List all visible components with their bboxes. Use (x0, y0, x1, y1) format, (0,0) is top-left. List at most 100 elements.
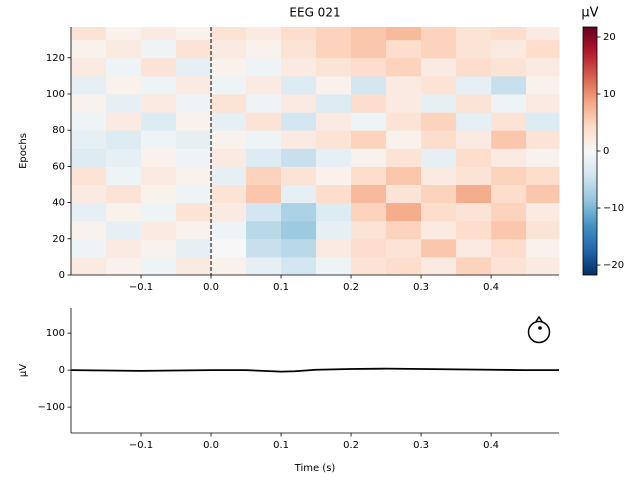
heatmap-cell (211, 57, 247, 77)
heatmap-cell (351, 112, 387, 131)
y-tick-label: 20 (52, 234, 65, 245)
heatmap-cell (106, 112, 142, 131)
heatmap-cell (71, 93, 107, 113)
heatmap-cell (281, 148, 317, 167)
heatmap-cell (106, 220, 142, 240)
heatmap-cell (246, 256, 282, 276)
heatmap-cell (351, 202, 387, 222)
heatmap-cell (281, 57, 317, 77)
heatmap-cell (71, 130, 107, 149)
heatmap-cell (316, 148, 352, 167)
heatmap-cell (386, 39, 422, 59)
x-tick-label: 0.2 (343, 440, 359, 451)
heatmap-cell (526, 57, 560, 77)
y-tick-label: 100 (46, 328, 65, 339)
heatmap-cell (421, 148, 457, 167)
heatmap-cell (106, 39, 142, 59)
heatmap-cell (351, 238, 387, 258)
heatmap-cell (351, 184, 387, 204)
heatmap-cell (246, 75, 282, 95)
heatmap-cell (176, 238, 212, 258)
heatmap-cell (71, 220, 107, 240)
heatmap-cell (386, 166, 422, 185)
heatmap-cell (176, 93, 212, 113)
heatmap-cell (526, 202, 560, 222)
y-tick-label: −100 (38, 402, 65, 413)
heatmap-cell (281, 202, 317, 222)
heatmap-cell (456, 27, 492, 41)
heatmap-cell (176, 57, 212, 77)
heatmap-cell (456, 184, 492, 204)
heatmap-cell (386, 238, 422, 258)
heatmap-cell (106, 75, 142, 95)
heatmap-cell (386, 57, 422, 77)
heatmap-cell (106, 27, 142, 41)
heatmap-cell (141, 256, 177, 276)
heatmap-cell (491, 93, 527, 113)
heatmap-cell (491, 112, 527, 131)
heatmap-cell (71, 27, 107, 41)
colorbar-tick-label: −10 (603, 203, 624, 214)
heatmap-cell (491, 220, 527, 240)
heatmap-cell (281, 166, 317, 185)
heatmap-cell (491, 27, 527, 41)
heatmap-cell (71, 39, 107, 59)
heatmap-cell (386, 148, 422, 167)
heatmap-cell (386, 220, 422, 240)
heatmap-cell (386, 256, 422, 276)
heatmap-cell (141, 202, 177, 222)
x-tick-label: 0.3 (413, 282, 429, 293)
heatmap-cell (176, 27, 212, 41)
heatmap-cell (211, 39, 247, 59)
heatmap-cell (246, 220, 282, 240)
heatmap-cell (386, 27, 422, 41)
heatmap-cell (421, 27, 457, 41)
heatmap-cell (176, 166, 212, 185)
heatmap-cell (141, 238, 177, 258)
heatmap-cell (246, 112, 282, 131)
heatmap-cell (106, 57, 142, 77)
heatmap-cell (176, 220, 212, 240)
heatmap-cell (211, 93, 247, 113)
heatmap-cell (316, 57, 352, 77)
heatmap-cell (491, 166, 527, 185)
heatmap-cell (316, 202, 352, 222)
heatmap-cell (71, 238, 107, 258)
heatmap-cell (106, 130, 142, 149)
y-axis-label: µV (18, 364, 29, 377)
colorbar-tick-label: 20 (603, 32, 616, 43)
heatmap-cell (351, 256, 387, 276)
heatmap-cell (71, 112, 107, 131)
y-axis-label: Epochs (18, 133, 29, 169)
heatmap-cell (491, 184, 527, 204)
heatmap-cell (491, 57, 527, 77)
heatmap-cell (211, 130, 247, 149)
heatmap-cell (351, 93, 387, 113)
heatmap-cell (316, 220, 352, 240)
y-tick-label: 80 (52, 125, 65, 136)
heatmap-cell (491, 130, 527, 149)
heatmap-cell (176, 184, 212, 204)
heatmap-cell (281, 75, 317, 95)
heatmap-cell (281, 130, 317, 149)
x-axis-label: Time (s) (294, 463, 336, 474)
heatmap-cell (106, 184, 142, 204)
heatmap-cell (71, 57, 107, 77)
heatmap-cell (106, 148, 142, 167)
y-tick-label: 0 (59, 365, 65, 376)
heatmap-cell (211, 238, 247, 258)
heatmap-cell (386, 75, 422, 95)
heatmap-cell (526, 148, 560, 167)
heatmap-cell (526, 256, 560, 276)
heatmap-cell (526, 39, 560, 59)
heatmap-cell (351, 57, 387, 77)
heatmap-cell (456, 130, 492, 149)
heatmap-cell (211, 256, 247, 276)
heatmap-cell (421, 112, 457, 131)
x-tick-label: 0.1 (273, 440, 289, 451)
heatmap-cell (526, 112, 560, 131)
heatmap-cell (316, 75, 352, 95)
colorbar-label: µV (581, 6, 598, 21)
heatmap-cell (176, 148, 212, 167)
